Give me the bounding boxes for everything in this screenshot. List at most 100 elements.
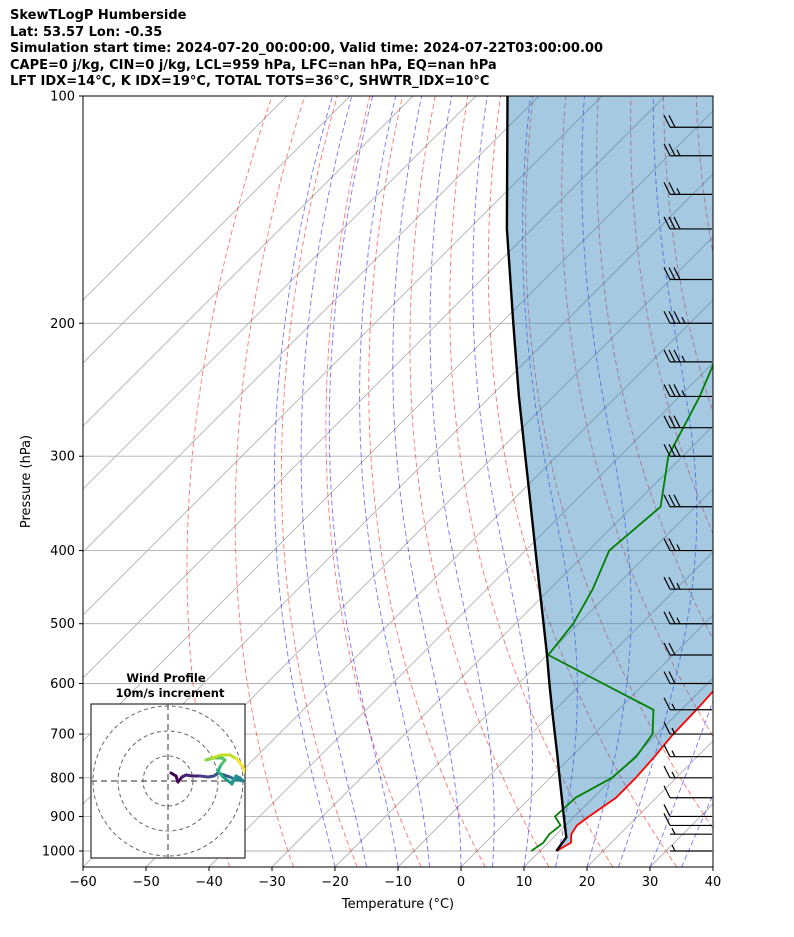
barb-half-flag (671, 771, 676, 779)
chart-header: SkewTLogP Humberside Lat: 53.57 Lon: -0.… (10, 8, 603, 91)
indices-line-1: CAPE=0 j/kg, CIN=0 j/kg, LCL=959 hPa, LF… (10, 57, 497, 73)
barb-flag (673, 267, 681, 280)
x-tick-label: −10 (384, 875, 411, 890)
barb-flag (673, 216, 681, 230)
wind-barb (663, 415, 712, 429)
isotherm (334, 488, 713, 867)
moist-adiabat (328, 96, 399, 867)
isotherm (145, 299, 713, 867)
isotherm (83, 96, 288, 301)
barb-flag (668, 611, 676, 624)
wind-barb (663, 182, 712, 196)
background-lines (83, 96, 794, 867)
barb-flag (663, 182, 671, 195)
x-tick-label: 20 (579, 875, 596, 890)
wind-barb (670, 844, 712, 852)
hodograph-ring (117, 730, 219, 832)
wind-barb (663, 443, 712, 457)
x-tick-label: −50 (132, 875, 159, 890)
barb-flag (668, 182, 676, 195)
dry-adiabat (729, 96, 794, 867)
dry-adiabat (525, 96, 713, 830)
barb-flag (663, 267, 671, 280)
x-tick-label: 30 (642, 875, 659, 890)
wind-barb (663, 813, 712, 827)
barb-flag (668, 267, 676, 280)
barb-half-flag (676, 617, 681, 624)
hodograph-title: Wind Profile (126, 671, 206, 685)
barb-flag (668, 642, 676, 656)
moist-adiabat (359, 96, 430, 867)
wind-barb (663, 216, 712, 230)
y-tick-label: 100 (50, 90, 75, 105)
wind-barb (663, 349, 712, 363)
x-axis-label: Temperature (°C) (341, 897, 454, 912)
isotherm (523, 677, 713, 867)
moist-adiabat (429, 96, 495, 867)
barb-flag (663, 611, 671, 624)
indices-line-2: LFT IDX=14°C, K IDX=19°C, TOTAL TOTS=36°… (10, 74, 490, 89)
dry-adiabat (325, 96, 422, 867)
dry-adiabat (281, 96, 358, 867)
barb-flag (673, 384, 681, 397)
axes: −60 −50 −40 −30 −20 −10 0 10 20 30 40 1000 900 800 700… (19, 90, 721, 913)
moist-adiabat (618, 96, 698, 867)
y-tick-label: 800 (50, 771, 75, 786)
dewpoint-line (530, 362, 713, 852)
barb-flag (663, 443, 671, 457)
barb-half-flag (671, 827, 676, 835)
x-tick-label: −40 (195, 875, 222, 890)
barb-flag (663, 642, 671, 656)
dry-adiabat (186, 96, 273, 867)
barb-half-flag (671, 727, 676, 735)
barb-flag (673, 311, 681, 324)
isotherm (776, 96, 794, 867)
negative-area-shading (506, 96, 713, 851)
dry-adiabat (234, 96, 306, 867)
barb-flag (668, 216, 676, 230)
barb-flag (663, 311, 671, 324)
isotherm (83, 110, 713, 742)
wind-barb (663, 611, 712, 625)
wind-barb (663, 384, 712, 398)
isotherm (271, 425, 713, 867)
barb-half-flag (676, 149, 681, 157)
parcel-line (505, 96, 568, 852)
wind-barb (663, 765, 712, 779)
moist-adiabat (300, 96, 367, 867)
barb-half-flag (671, 750, 676, 757)
isotherm (83, 96, 540, 553)
barb-half-flag (681, 355, 686, 363)
isotherm (83, 96, 351, 364)
dry-adiabat (561, 96, 713, 738)
isotherm (712, 866, 713, 867)
barb-flag (668, 538, 676, 551)
moist-adiabat (681, 793, 713, 867)
hodograph-segment (235, 757, 245, 769)
isotherm (83, 96, 666, 679)
barb-flag (668, 494, 676, 508)
wind-barb (663, 143, 712, 157)
barb-flag (673, 443, 681, 457)
moist-adiabat (522, 96, 578, 867)
barb-flag (668, 384, 676, 397)
wind-barb (663, 494, 712, 508)
barb-half-flag (681, 317, 686, 324)
barb-flag (673, 415, 681, 428)
barb-flag (663, 114, 671, 128)
barb-half-flag (676, 188, 681, 195)
barb-flag (663, 785, 671, 798)
y-tick-label: 700 (50, 728, 75, 743)
x-tick-label: −20 (321, 875, 348, 890)
wind-barb (663, 576, 712, 590)
wind-barb (663, 804, 712, 818)
times-line: Simulation start time: 2024-07-20_00:00:… (10, 41, 603, 56)
barb-flag (663, 765, 671, 779)
hodograph-segment (210, 753, 223, 760)
moist-adiabat (392, 96, 462, 867)
profile-lines (505, 96, 713, 852)
barb-flag (663, 494, 671, 508)
barb-half-flag (671, 844, 676, 852)
wind-barb (663, 114, 712, 128)
